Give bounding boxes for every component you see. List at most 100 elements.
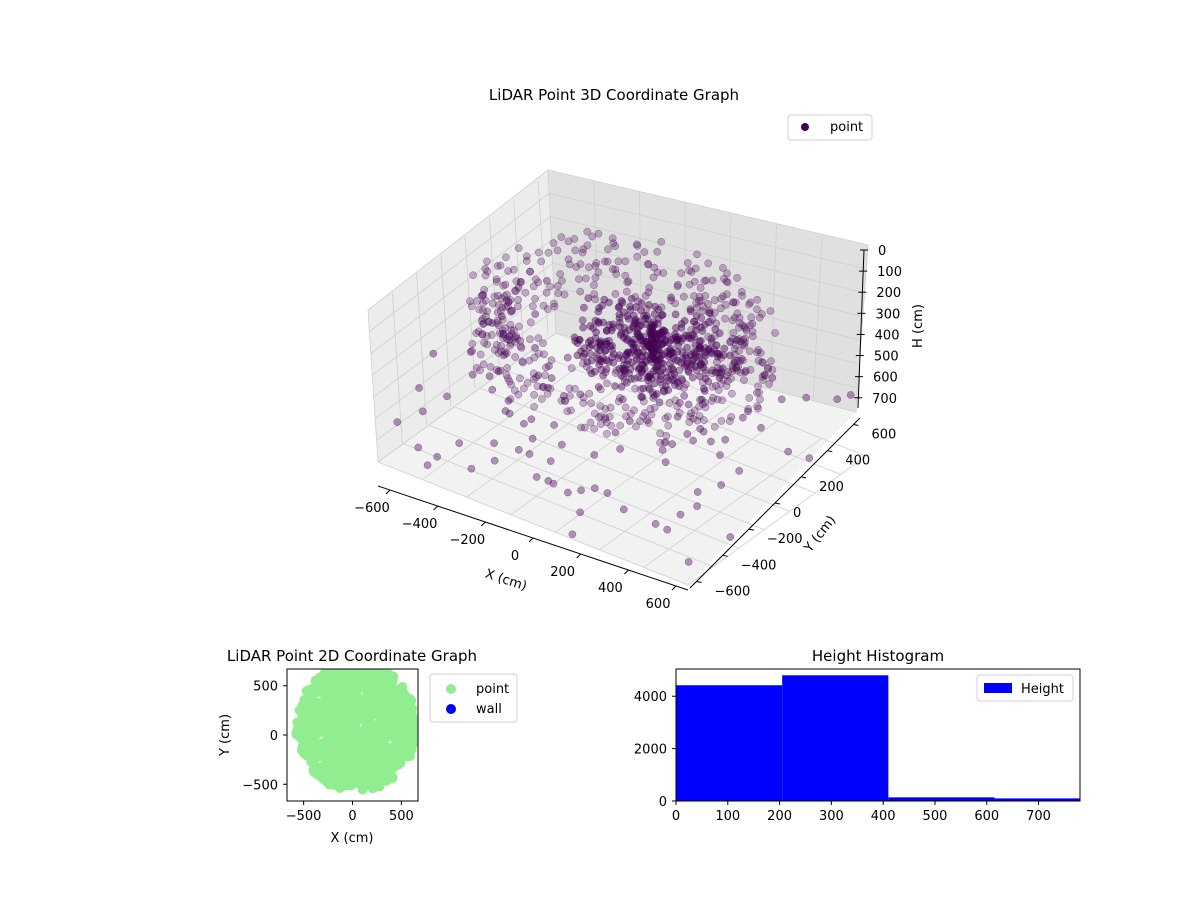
scatter-point-3d: [483, 257, 491, 266]
scatter-point-2d: [362, 686, 373, 697]
scatter-point-3d: [717, 294, 725, 303]
scatter-point-3d: [690, 277, 699, 286]
scatter-point-3d: [638, 393, 647, 401]
scatter-point-3d: [626, 349, 634, 358]
scatter-point-2d: [338, 712, 349, 722]
scatter-point-3d: [544, 248, 553, 257]
scatter-point-2d: [384, 771, 395, 782]
scatter-point-3d: [529, 282, 538, 291]
scatter-point-3d: [546, 282, 554, 291]
scatter-point-3d: [586, 322, 595, 330]
scatter-point-3d: [735, 323, 743, 332]
scatter-point-3d: [647, 320, 656, 329]
scatter-point-3d: [547, 374, 556, 382]
scatter-point-3d: [584, 338, 593, 347]
scatter-point-3d: [626, 302, 634, 311]
scatter-point-3d: [609, 350, 618, 358]
scatter-point-2d: [377, 673, 388, 684]
scatter-point-3d: [571, 246, 580, 255]
scatter-point-3d: [651, 520, 660, 528]
scatter-point-3d: [509, 265, 518, 274]
scatter-point-3d: [504, 267, 512, 275]
scatter-point-3d: [633, 252, 642, 261]
scatter-point-3d: [649, 318, 658, 327]
scatter-point-3d: [595, 413, 603, 422]
grid-line-floor: [599, 420, 778, 551]
scatter-point-3d: [568, 530, 577, 539]
scatter-point-3d: [666, 345, 675, 353]
grid-line-wall: [513, 199, 525, 352]
scatter-point-3d: [707, 349, 716, 358]
scatter-point-3d: [622, 378, 631, 387]
scatter-point-3d: [418, 407, 427, 416]
z-tick-label: 700: [872, 392, 897, 407]
legend-2d-marker-wall: [446, 704, 456, 714]
scatter-point-3d: [564, 488, 572, 497]
scatter-point-3d: [753, 388, 761, 397]
scatter-point-3d: [516, 342, 525, 351]
scatter-point-2d: [396, 747, 407, 758]
x-tick-label-hist: 200: [767, 809, 792, 824]
scatter-point-3d: [729, 298, 738, 307]
x-tick-label-2d: 500: [389, 809, 414, 824]
scatter-point-3d: [530, 402, 538, 411]
scatter-point-3d: [628, 358, 636, 367]
scatter-point-3d: [599, 371, 608, 380]
grid-line-wall: [370, 216, 551, 354]
scatter-point-2d: [368, 696, 378, 707]
scatter-point-3d: [701, 374, 710, 383]
chart-3d-title: LiDAR Point 3D Coordinate Graph: [489, 86, 739, 104]
scatter-point-3d: [699, 427, 708, 436]
scatter-point-3d: [571, 384, 579, 393]
scatter-point-3d: [534, 334, 543, 343]
scatter-point-3d: [719, 292, 727, 301]
scatter-point-2d: [325, 734, 336, 745]
scatter-point-3d: [692, 311, 701, 320]
x-tick-label-2d: 0: [348, 809, 356, 824]
x-tick: [576, 553, 582, 559]
scatter-point-3d: [620, 361, 628, 369]
scatter-point-3d: [504, 374, 512, 383]
scatter-point-2d: [318, 671, 329, 682]
scatter-point-3d: [469, 271, 477, 280]
scatter-point-3d: [632, 355, 641, 364]
scatter-point-3d: [631, 384, 639, 393]
scatter-point-3d: [715, 350, 724, 359]
scatter-point-3d: [725, 417, 734, 425]
scatter-point-3d: [711, 325, 720, 334]
scatter-point-3d: [658, 340, 666, 349]
scatter-point-3d: [629, 322, 637, 330]
scatter-point-3d: [517, 277, 525, 286]
scatter-point-3d: [754, 382, 762, 391]
scatter-point-3d: [523, 379, 532, 387]
scatter-point-3d: [578, 316, 587, 325]
y-tick-label: −600: [715, 584, 751, 599]
legend-2d-label-point: point: [476, 682, 509, 697]
scatter-point-3d: [768, 366, 777, 374]
scatter-point-3d: [737, 355, 746, 363]
scatter-point-3d: [565, 260, 574, 269]
scatter-point-3d: [712, 341, 721, 349]
legend-hist-frame: [976, 674, 1074, 702]
scatter-point-3d: [675, 398, 684, 407]
scatter-point-3d: [754, 404, 763, 413]
scatter-point-3d: [607, 326, 616, 335]
scatter-point-3d: [547, 356, 556, 364]
scatter-point-3d: [652, 336, 661, 345]
scatter-point-3d: [754, 346, 762, 354]
scatter-point-3d: [483, 307, 491, 316]
grid-line-wall: [547, 169, 869, 246]
scatter-point-3d: [498, 315, 507, 324]
grid-line-floor: [530, 351, 841, 475]
scatter-point-3d: [566, 391, 574, 400]
scatter-point-3d: [641, 409, 649, 417]
scatter-point-2d: [369, 772, 380, 783]
scatter-point-2d: [349, 755, 360, 766]
y-axis-ticks-hist: 0 2000 4000: [634, 690, 676, 810]
scatter-point-2d: [328, 674, 338, 685]
scatter-point-3d: [726, 533, 735, 541]
scatter-point-3d: [601, 415, 609, 424]
grid-line-floor: [479, 387, 790, 512]
scatter-point-3d: [715, 373, 724, 382]
scatter-point-3d: [522, 257, 531, 265]
